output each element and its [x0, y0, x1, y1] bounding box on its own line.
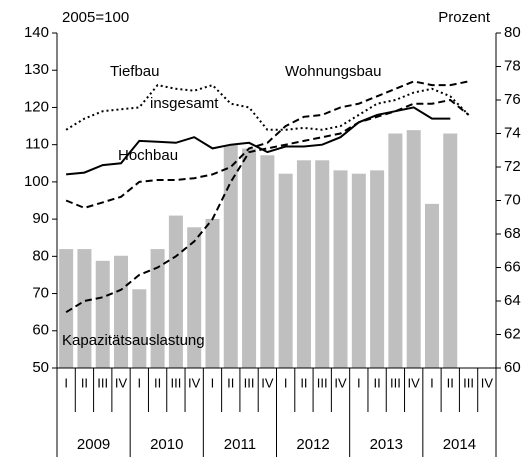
y-tick-label: 90 — [32, 210, 49, 227]
y-tick-label: 130 — [24, 61, 49, 78]
y-tick-label: 50 — [32, 359, 49, 376]
y-tick-label: 100 — [24, 173, 49, 190]
y-tick-label: 140 — [24, 24, 49, 41]
bar — [260, 155, 275, 368]
line — [65, 98, 470, 314]
x-tick-label: II — [227, 375, 234, 390]
y2-tick-label: 74 — [504, 124, 521, 141]
bar — [443, 133, 458, 368]
bar — [351, 173, 366, 368]
x-tick-label: I — [284, 375, 288, 390]
bar — [59, 249, 74, 368]
x-tick-label: I — [211, 375, 215, 390]
y2-axis-label: Prozent — [438, 9, 491, 26]
x-tick-label: III — [463, 375, 474, 390]
x-tick-label: III — [317, 375, 328, 390]
year-label: 2010 — [150, 436, 183, 453]
bar — [388, 133, 403, 368]
y2-tick-label: 64 — [504, 292, 521, 309]
series-label: Kapazitätsauslastung — [62, 332, 205, 349]
x-tick-label: IV — [334, 375, 347, 390]
y-tick-label: 60 — [32, 322, 49, 339]
x-tick-label: I — [138, 375, 142, 390]
y2-tick-label: 68 — [504, 225, 521, 242]
year-label: 2012 — [296, 436, 329, 453]
bar — [95, 260, 110, 368]
x-tick-label: I — [430, 375, 434, 390]
y-tick-label: 80 — [32, 247, 49, 264]
bar — [242, 148, 257, 368]
x-tick-label: IV — [188, 375, 201, 390]
y-tick-label: 110 — [25, 136, 49, 153]
x-tick-label: II — [154, 375, 161, 390]
x-tick-label: III — [244, 375, 255, 390]
x-tick-label: III — [390, 375, 401, 390]
bar — [333, 170, 348, 368]
bar — [296, 160, 311, 368]
bar — [315, 160, 330, 368]
x-tick-label: II — [373, 375, 380, 390]
y-tick-label: 70 — [32, 285, 49, 302]
bar — [77, 249, 92, 368]
x-tick-label: III — [97, 375, 108, 390]
y2-tick-label: 78 — [504, 57, 521, 74]
y2-tick-label: 76 — [504, 91, 521, 108]
y2-tick-label: 66 — [504, 258, 521, 275]
series-label: Hochbau — [118, 147, 178, 164]
series-label: Tiefbau — [110, 63, 159, 80]
bar — [168, 215, 183, 368]
year-label: 2011 — [224, 436, 256, 453]
bar — [205, 218, 220, 368]
series-label: Wohnungsbau — [285, 63, 381, 80]
bar — [132, 289, 147, 368]
bar — [370, 170, 385, 368]
year-label: 2013 — [370, 436, 403, 453]
year-label: 2014 — [443, 436, 476, 453]
x-tick-label: I — [357, 375, 361, 390]
year-label: 2009 — [77, 436, 110, 453]
y2-tick-label: 62 — [504, 325, 521, 342]
y2-tick-label: 80 — [504, 24, 521, 41]
bar — [278, 173, 293, 368]
x-tick-label: I — [64, 375, 68, 390]
x-tick-label: IV — [115, 375, 128, 390]
x-tick-label: IV — [481, 375, 494, 390]
line — [65, 83, 470, 131]
y2-tick-label: 60 — [504, 359, 521, 376]
x-tick-label: II — [447, 375, 454, 390]
line — [65, 80, 469, 209]
y2-tick-label: 72 — [504, 158, 521, 175]
bar — [187, 227, 202, 368]
bar — [406, 130, 421, 368]
x-tick-label: III — [170, 375, 181, 390]
bar — [114, 255, 129, 368]
y-axis-label: 2005=100 — [62, 9, 129, 26]
bar — [223, 145, 238, 368]
x-tick-label: II — [300, 375, 307, 390]
bar — [150, 249, 165, 368]
y-tick-label: 120 — [24, 98, 49, 115]
x-tick-label: IV — [408, 375, 421, 390]
series-label: insgesamt — [150, 95, 219, 112]
x-tick-label: II — [81, 375, 88, 390]
bar — [424, 203, 439, 368]
x-tick-label: IV — [261, 375, 274, 390]
y2-tick-label: 70 — [504, 191, 521, 208]
